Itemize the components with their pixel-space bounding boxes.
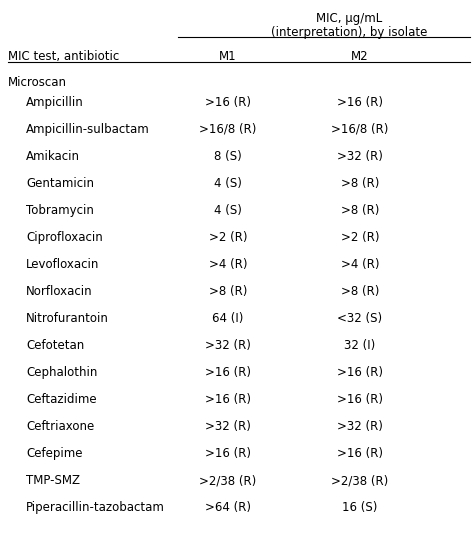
Text: >16 (R): >16 (R) [337,96,383,109]
Text: Levofloxacin: Levofloxacin [26,258,100,271]
Text: >8 (R): >8 (R) [341,177,379,190]
Text: >4 (R): >4 (R) [341,258,379,271]
Text: Piperacillin-tazobactam: Piperacillin-tazobactam [26,501,165,514]
Text: >16/8 (R): >16/8 (R) [331,123,389,136]
Text: >32 (R): >32 (R) [337,420,383,433]
Text: >2/38 (R): >2/38 (R) [331,474,389,487]
Text: >64 (R): >64 (R) [205,501,251,514]
Text: >16 (R): >16 (R) [337,447,383,460]
Text: >16 (R): >16 (R) [337,366,383,379]
Text: 4 (S): 4 (S) [214,204,242,217]
Text: 4 (S): 4 (S) [214,177,242,190]
Text: Tobramycin: Tobramycin [26,204,94,217]
Text: 8 (S): 8 (S) [214,150,242,163]
Text: Ceftazidime: Ceftazidime [26,393,97,406]
Text: >16 (R): >16 (R) [337,393,383,406]
Text: >16/8 (R): >16/8 (R) [199,123,257,136]
Text: Cephalothin: Cephalothin [26,366,97,379]
Text: >2 (R): >2 (R) [209,231,247,244]
Text: (interpretation), by isolate: (interpretation), by isolate [271,26,427,39]
Text: >32 (R): >32 (R) [205,339,251,352]
Text: 32 (I): 32 (I) [345,339,375,352]
Text: 64 (I): 64 (I) [212,312,244,325]
Text: Nitrofurantoin: Nitrofurantoin [26,312,109,325]
Text: >32 (R): >32 (R) [205,420,251,433]
Text: M1: M1 [219,50,237,63]
Text: Microscan: Microscan [8,76,67,89]
Text: 16 (S): 16 (S) [342,501,378,514]
Text: Ceftriaxone: Ceftriaxone [26,420,94,433]
Text: >16 (R): >16 (R) [205,447,251,460]
Text: Cefepime: Cefepime [26,447,82,460]
Text: >32 (R): >32 (R) [337,150,383,163]
Text: Ampicillin-sulbactam: Ampicillin-sulbactam [26,123,150,136]
Text: MIC test, antibiotic: MIC test, antibiotic [8,50,119,63]
Text: MIC, μg/mL: MIC, μg/mL [316,12,382,25]
Text: >4 (R): >4 (R) [209,258,247,271]
Text: >8 (R): >8 (R) [341,204,379,217]
Text: Amikacin: Amikacin [26,150,80,163]
Text: >8 (R): >8 (R) [341,285,379,298]
Text: >16 (R): >16 (R) [205,366,251,379]
Text: >16 (R): >16 (R) [205,96,251,109]
Text: Gentamicin: Gentamicin [26,177,94,190]
Text: >16 (R): >16 (R) [205,393,251,406]
Text: Ciprofloxacin: Ciprofloxacin [26,231,103,244]
Text: Cefotetan: Cefotetan [26,339,84,352]
Text: >8 (R): >8 (R) [209,285,247,298]
Text: Norfloxacin: Norfloxacin [26,285,92,298]
Text: TMP-SMZ: TMP-SMZ [26,474,80,487]
Text: Ampicillin: Ampicillin [26,96,84,109]
Text: M2: M2 [351,50,369,63]
Text: >2/38 (R): >2/38 (R) [200,474,256,487]
Text: <32 (S): <32 (S) [337,312,383,325]
Text: >2 (R): >2 (R) [341,231,379,244]
